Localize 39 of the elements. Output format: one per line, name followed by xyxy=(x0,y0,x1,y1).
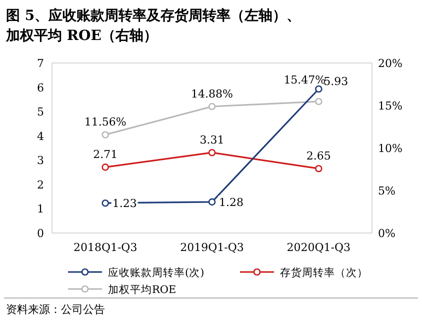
x-tick-label: 2018Q1-Q3 xyxy=(73,241,138,254)
legend-label: 应收账款周转率(次) xyxy=(108,266,204,279)
data-label: 2.71 xyxy=(93,148,118,162)
data-label: 1.28 xyxy=(219,196,244,209)
data-label: 14.88% xyxy=(191,88,233,101)
chart-title: 图 5、应收账款周转率及存货周转率（左轴）、加权平均 ROE（右轴） xyxy=(5,7,301,44)
point xyxy=(315,85,322,93)
y2-tick-label: 10% xyxy=(378,142,402,155)
y2-tick-label: 20% xyxy=(378,57,402,70)
y-tick-label: 2 xyxy=(37,178,44,192)
y-tick-label: 5 xyxy=(37,106,44,119)
data-label: 15.47% xyxy=(284,74,326,87)
y2-tick-label: 0% xyxy=(378,227,396,240)
y-tick-label: 4 xyxy=(37,130,44,143)
x-tick-label: 2020Q1-Q3 xyxy=(286,241,351,254)
point xyxy=(208,198,216,206)
point xyxy=(315,98,322,106)
legend-label: 存货周转率（次） xyxy=(280,266,368,279)
point xyxy=(208,102,216,110)
data-label: 3.31 xyxy=(200,134,224,147)
text: 资料来源：公司公告 xyxy=(6,303,105,316)
y2-tick-label: 5% xyxy=(378,184,396,198)
y-tick-label: 1 xyxy=(37,202,44,216)
point xyxy=(208,148,216,156)
data-label: 5.93 xyxy=(324,74,348,88)
point xyxy=(102,199,109,207)
data-label: 2.65 xyxy=(306,150,331,163)
y-tick-label: 7 xyxy=(37,57,44,70)
legend-label: 加权平均ROE xyxy=(108,283,176,296)
y-tick-label: 6 xyxy=(37,81,44,94)
data-label: 1.23 xyxy=(112,197,137,210)
y-tick-label: 3 xyxy=(37,154,44,168)
point xyxy=(102,164,109,171)
data-label: 11.56% xyxy=(84,116,126,129)
point xyxy=(315,164,322,172)
y2-tick-label: 15% xyxy=(378,100,402,112)
point xyxy=(102,131,109,138)
y-tick-label: 0 xyxy=(37,227,44,240)
x-tick-label: 2019Q1-Q3 xyxy=(180,241,244,254)
